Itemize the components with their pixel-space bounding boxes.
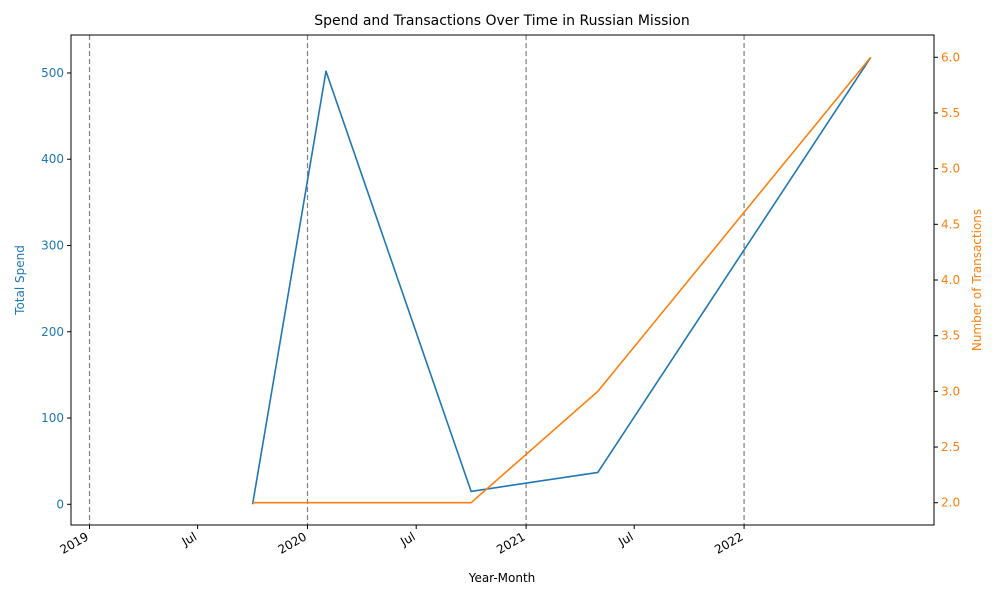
x-tick-label: 2020 <box>276 529 309 556</box>
x-tick-label: 2021 <box>494 529 527 556</box>
y-left-tick-label: 0 <box>56 497 64 511</box>
x-tick-label: 2019 <box>58 529 91 556</box>
y-right-tick-label: 6.0 <box>941 50 960 64</box>
y-right-tick-label: 5.5 <box>941 106 960 120</box>
y-right-tick-label: 3.5 <box>941 329 960 343</box>
chart-title: Spend and Transactions Over Time in Russ… <box>314 13 690 29</box>
y-right-tick-label: 4.0 <box>941 273 960 287</box>
x-axis: 2019 Jul 2020 Jul 2021 Jul 2022 <box>58 525 746 557</box>
y-right-tick-label: 3.0 <box>941 384 960 398</box>
x-axis-title: Year-Month <box>468 571 536 585</box>
y-axis-left-title: Total Spend <box>13 245 27 316</box>
series-lines <box>251 56 872 505</box>
x-tick-label: Jul <box>615 529 635 549</box>
y-left-tick-label: 500 <box>41 66 64 80</box>
y-left-tick-label: 200 <box>41 325 64 339</box>
y-left-tick-label: 100 <box>41 411 64 425</box>
y-left-tick-label: 300 <box>41 238 64 252</box>
y-axis-right: 2.0 2.5 3.0 3.5 4.0 4.5 5.0 5.5 6.0 <box>934 50 960 510</box>
x-tick-label: Jul <box>179 529 199 549</box>
y-axis-left: 0 100 200 300 400 500 <box>41 66 71 511</box>
plot-frame <box>70 34 935 526</box>
x-tick-label: 2022 <box>712 529 745 556</box>
year-divider-lines <box>88 35 745 525</box>
y-right-tick-label: 2.5 <box>941 440 960 454</box>
y-left-tick-label: 400 <box>41 152 64 166</box>
series-line-total-spend <box>251 56 872 505</box>
y-right-tick-label: 2.0 <box>941 496 960 510</box>
series-line-transactions <box>252 56 872 504</box>
y-right-tick-label: 5.0 <box>941 162 960 176</box>
x-tick-label: Jul <box>397 529 417 549</box>
y-right-tick-label: 4.5 <box>941 217 960 231</box>
y-axis-right-title: Number of Transactions <box>970 209 984 351</box>
